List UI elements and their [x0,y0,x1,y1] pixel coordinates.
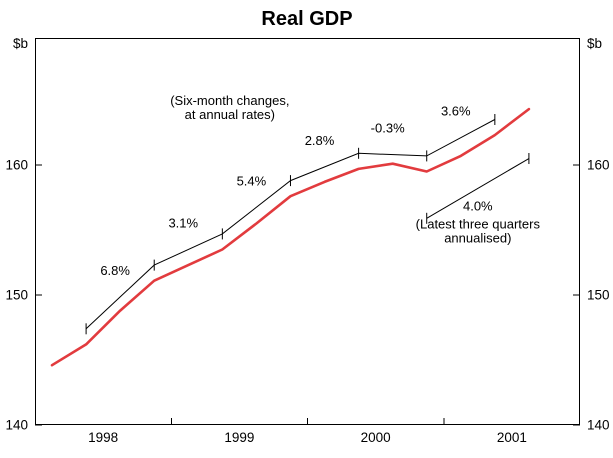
y-tick-label-left: 160 [5,158,28,173]
growth-rate-label: 6.8% [100,263,130,278]
y-axis-unit-right: $b [587,36,602,51]
latest-annualised-line [426,158,530,219]
latest-annualised-note: annualised) [444,230,511,245]
growth-rate-label: -0.3% [371,121,405,136]
x-year-label: 1999 [224,430,254,445]
latest-annualised-label: 4.0% [463,198,493,213]
x-year-label: 2000 [361,430,391,445]
x-year-label: 2001 [497,430,527,445]
growth-rate-label: 3.6% [441,104,471,119]
y-tick-label-right: 140 [587,418,610,433]
x-year-label: 1998 [88,430,118,445]
y-axis-unit-left: $b [13,36,28,51]
chart-title: Real GDP [261,8,352,30]
y-tick-label-right: 150 [587,288,610,303]
growth-rate-label: 5.4% [237,173,267,188]
y-tick-label-left: 140 [5,418,28,433]
growth-rate-label: 3.1% [168,216,198,231]
latest-annualised-note: (Latest three quarters [416,216,541,231]
six-month-note: (Six-month changes, [170,93,289,108]
y-tick-label-left: 150 [5,288,28,303]
six-month-note: at annual rates) [185,107,275,122]
plot-area: 140 140 150 150 160 160 1998 1999 2000 2001 6.8% 3.… [5,38,610,445]
gdp-line [50,107,531,367]
y-tick-label-right: 160 [587,158,610,173]
growth-rate-label: 2.8% [305,133,335,148]
